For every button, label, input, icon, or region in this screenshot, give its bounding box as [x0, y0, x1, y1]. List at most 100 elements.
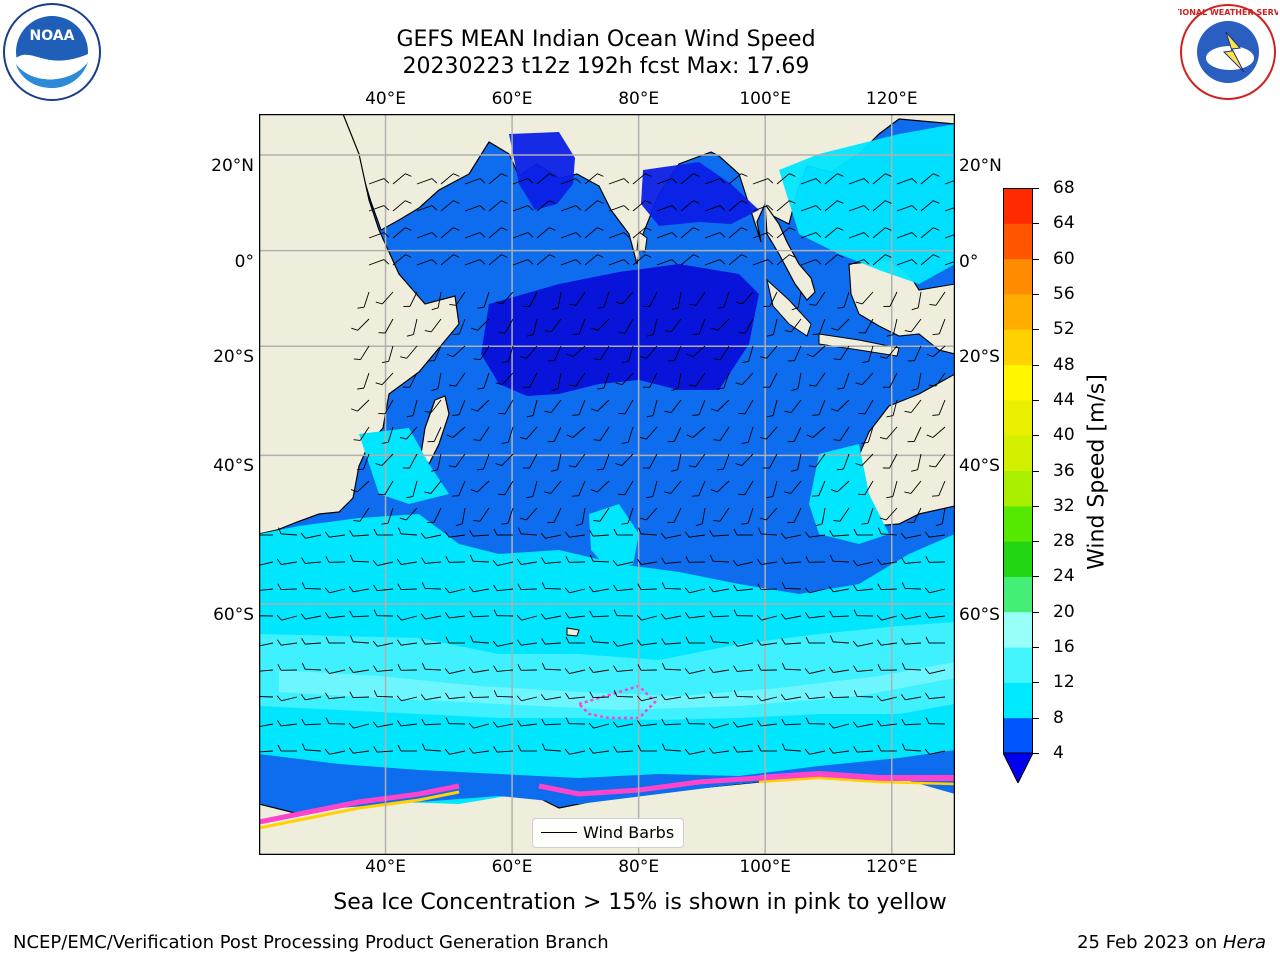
wind-barb — [852, 640, 874, 647]
wind-barb — [473, 507, 490, 522]
wind-barb — [493, 609, 514, 617]
lat-label-right: 0° — [959, 251, 979, 272]
wind-barb — [684, 668, 706, 675]
wind-barb — [351, 318, 370, 331]
wind-barb — [544, 318, 562, 333]
wind-barb — [815, 507, 826, 527]
wind-barb — [399, 426, 418, 440]
wind-barb — [646, 318, 658, 337]
wind-barb — [901, 638, 922, 645]
svg-text:NATIONAL WEATHER SERVICE: NATIONAL WEATHER SERVICE — [1178, 8, 1278, 17]
wind-barb — [469, 610, 490, 618]
wind-barb — [518, 527, 538, 536]
colorbar-tick-label: 24 — [1053, 566, 1075, 587]
wind-barb — [589, 554, 610, 563]
wind-barb — [372, 560, 394, 567]
wind-barb — [800, 205, 822, 212]
wind-barb — [925, 612, 946, 619]
wind-barb — [733, 528, 753, 536]
wind-barb — [728, 200, 748, 212]
wind-barb — [301, 638, 322, 645]
wind-barb — [752, 178, 774, 185]
wind-barb — [492, 640, 514, 647]
wind-barb — [589, 610, 610, 618]
wind-barb — [713, 345, 730, 361]
wind-barb — [853, 609, 874, 617]
wind-barb — [536, 254, 556, 266]
wind-barb — [544, 399, 562, 414]
wind-barb — [759, 426, 778, 440]
wind-barb — [812, 318, 826, 336]
wind-barb — [565, 692, 586, 700]
wind-barb — [445, 636, 465, 644]
wind-barb — [368, 205, 390, 212]
wind-barb — [944, 178, 955, 185]
wind-barb — [440, 227, 460, 239]
wind-barb — [637, 583, 658, 591]
wind-barb — [584, 200, 604, 212]
wind-barb — [470, 635, 490, 644]
wind-barb — [831, 399, 850, 412]
wind-barb — [636, 614, 658, 621]
wind-barb — [632, 227, 652, 239]
wind-barb — [444, 531, 466, 538]
colorbar-tick-label: 68 — [1053, 178, 1075, 198]
colorbar-tick-mark — [1033, 541, 1039, 543]
colorbar-tick-label: 52 — [1053, 319, 1075, 340]
wind-barb — [324, 531, 346, 538]
wind-barb — [664, 318, 682, 333]
wind-barb — [544, 480, 562, 494]
wind-barb — [804, 587, 826, 594]
wind-barb — [738, 318, 754, 334]
wind-barb — [632, 254, 652, 266]
wind-barb — [612, 721, 634, 728]
wind-barb — [756, 558, 778, 565]
lon-label-bottom: 40°E — [365, 857, 406, 877]
wind-barb — [445, 717, 466, 725]
wind-barb — [704, 205, 726, 212]
wind-barb — [872, 173, 892, 185]
wind-barb — [929, 291, 946, 306]
wind-barb — [464, 178, 486, 185]
colorbar-tick-label: 8 — [1053, 707, 1064, 728]
colorbar-tick-mark — [1033, 682, 1039, 684]
wind-barb — [431, 291, 442, 311]
sea-ice-edge — [259, 684, 955, 830]
wind-barb — [516, 614, 538, 621]
wind-barb — [575, 507, 586, 527]
wind-barb — [902, 743, 922, 752]
colorbar-tick-mark — [1033, 223, 1039, 225]
wind-barb — [661, 557, 682, 564]
wind-barb — [911, 372, 922, 391]
wind-barb — [301, 582, 322, 590]
wind-barb — [757, 664, 778, 671]
wind-barb — [809, 372, 826, 387]
wind-barb — [353, 426, 370, 441]
wind-barb — [925, 717, 946, 725]
wind-barb — [325, 556, 346, 563]
wind-barb — [396, 558, 418, 565]
colorbar-tick-mark — [1033, 576, 1039, 578]
wind-barb — [348, 586, 370, 593]
colorbar-tick-label: 48 — [1053, 354, 1075, 375]
colorbar-tick-label: 36 — [1053, 460, 1075, 481]
wind-barb — [876, 558, 898, 565]
wind-barb — [564, 748, 586, 755]
wind-barb — [277, 664, 298, 671]
wind-barb — [752, 205, 774, 212]
colorbar-segment — [1003, 505, 1033, 542]
chart-subtitle: 20230223 t12z 192h fcst Max: 17.69 — [402, 54, 810, 79]
colorbar-tick-label: 32 — [1053, 495, 1075, 516]
wind-barb — [858, 480, 874, 496]
colorbar-label: Wind Speed [m/s] — [1084, 374, 1110, 570]
wind-barb — [824, 173, 844, 185]
wind-barb — [416, 259, 438, 266]
wind-barb — [759, 507, 778, 521]
wind-barb — [424, 318, 442, 333]
wind-barb — [565, 556, 586, 563]
wind-barb — [639, 426, 658, 440]
wind-barb — [488, 254, 508, 266]
wind-barb — [276, 614, 298, 621]
wind-barb — [406, 480, 418, 499]
wind-barb — [397, 720, 418, 727]
